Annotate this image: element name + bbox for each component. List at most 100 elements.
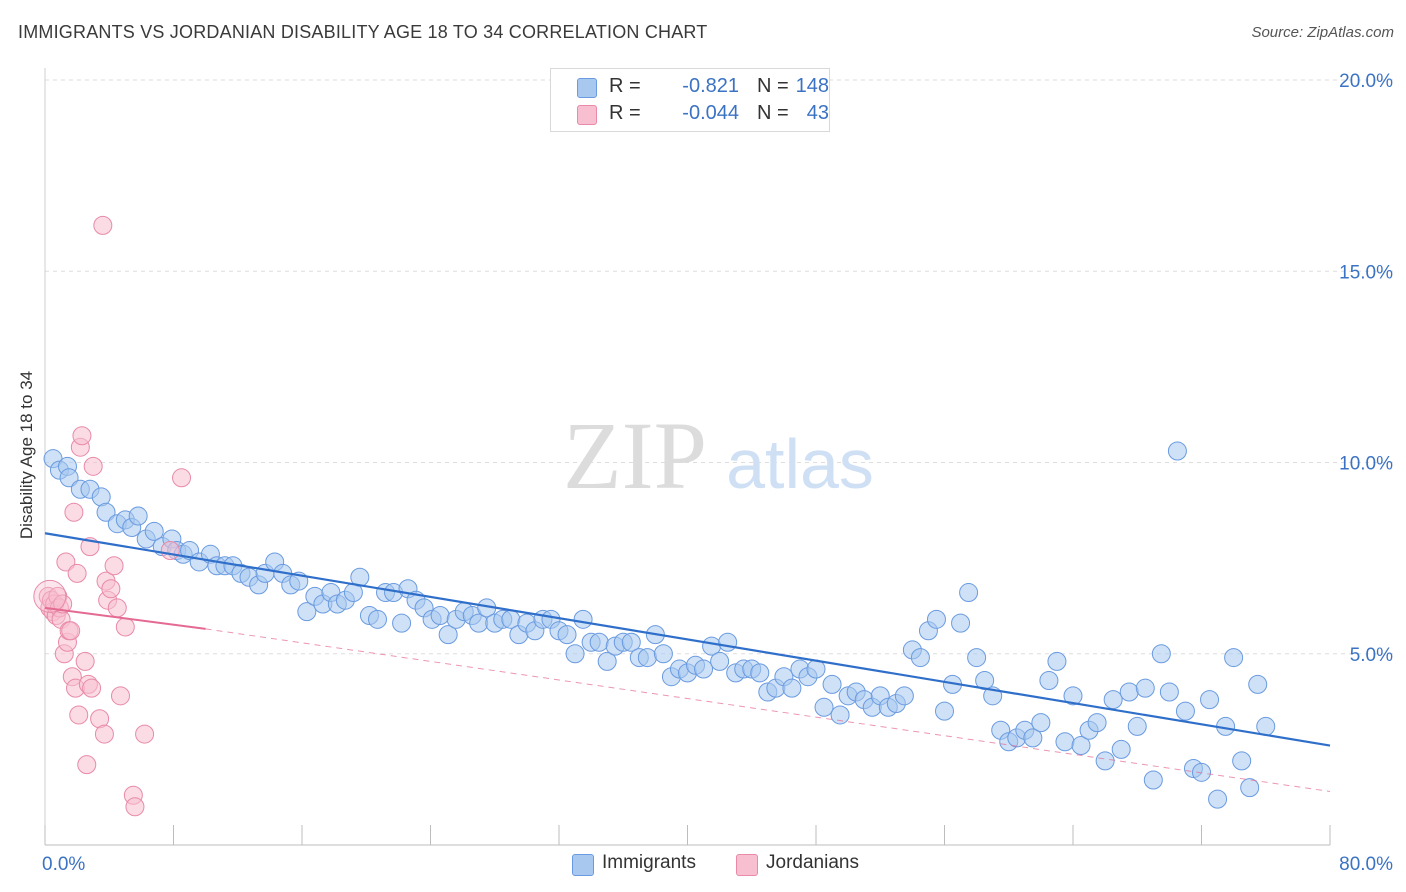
point-immigrants bbox=[96, 502, 116, 522]
legend-n-value: 43 bbox=[806, 102, 829, 124]
point-immigrants bbox=[935, 701, 954, 721]
point-immigrants bbox=[438, 625, 458, 645]
point-immigrants bbox=[1087, 713, 1107, 733]
point-immigrants bbox=[1127, 716, 1147, 736]
point-jordanians bbox=[115, 617, 135, 637]
point-immigrants bbox=[750, 663, 770, 683]
point-immigrants bbox=[1023, 728, 1043, 748]
watermark-atlas: atlas bbox=[726, 425, 874, 503]
point-immigrants bbox=[597, 651, 617, 671]
y-tick-label: 15.0% bbox=[1339, 262, 1393, 283]
point-immigrants bbox=[1111, 739, 1131, 759]
x-tick-label: 0.0% bbox=[42, 854, 85, 875]
trend-line-jordanians bbox=[44, 606, 206, 630]
point-immigrants bbox=[718, 632, 738, 652]
point-immigrants bbox=[1175, 701, 1195, 721]
point-immigrants bbox=[589, 632, 609, 652]
point-jordanians bbox=[67, 563, 87, 583]
point-immigrants bbox=[1208, 789, 1228, 809]
point-jordanians bbox=[160, 540, 180, 560]
point-immigrants bbox=[1071, 736, 1091, 756]
trend-line-jordanians-dashed bbox=[205, 628, 1331, 792]
point-immigrants bbox=[392, 613, 412, 633]
point-immigrants bbox=[1039, 671, 1059, 691]
legend-swatch-jordanians bbox=[577, 105, 597, 125]
watermark: ZIP atlas bbox=[563, 402, 874, 509]
point-immigrants bbox=[565, 644, 585, 664]
point-immigrants bbox=[1063, 686, 1083, 706]
point-immigrants bbox=[1256, 716, 1276, 736]
point-jordanians bbox=[94, 724, 114, 744]
bottom-legend-swatch-immigrants bbox=[572, 854, 594, 876]
chart-title: IMMIGRANTS VS JORDANIAN DISABILITY AGE 1… bbox=[18, 22, 708, 42]
point-immigrants bbox=[822, 674, 842, 694]
point-immigrants bbox=[1135, 678, 1155, 698]
point-immigrants bbox=[951, 613, 971, 633]
point-jordanians bbox=[107, 598, 127, 618]
point-immigrants bbox=[557, 625, 577, 645]
point-immigrants bbox=[430, 606, 450, 625]
y-tick-label: 5.0% bbox=[1350, 645, 1393, 666]
point-jordanians bbox=[56, 552, 76, 572]
trend-lines bbox=[44, 532, 1331, 792]
point-immigrants bbox=[621, 632, 641, 652]
point-jordanians bbox=[172, 468, 192, 488]
point-immigrants bbox=[128, 506, 148, 526]
point-jordanians bbox=[33, 579, 67, 613]
point-immigrants bbox=[959, 583, 979, 603]
point-immigrants bbox=[59, 468, 79, 488]
point-jordanians bbox=[101, 579, 121, 599]
point-immigrants bbox=[637, 648, 657, 668]
point-jordanians bbox=[64, 502, 84, 522]
point-jordanians bbox=[82, 678, 102, 698]
point-immigrants bbox=[967, 648, 987, 668]
point-jordanians bbox=[75, 651, 95, 671]
point-immigrants bbox=[1240, 778, 1260, 798]
point-immigrants bbox=[297, 602, 317, 622]
point-immigrants bbox=[814, 697, 834, 717]
point-jordanians bbox=[83, 456, 103, 476]
axes bbox=[44, 68, 1331, 846]
point-immigrants bbox=[926, 609, 946, 629]
watermark-zip: ZIP bbox=[563, 402, 707, 509]
point-jordanians bbox=[72, 426, 92, 446]
point-jordanians bbox=[104, 556, 124, 576]
point-jordanians bbox=[77, 755, 97, 775]
x-tick-label: 80.0% bbox=[1339, 854, 1393, 875]
bottom-legend-swatch-jordanians bbox=[736, 854, 758, 876]
point-jordanians bbox=[110, 686, 130, 706]
point-jordanians bbox=[125, 797, 145, 817]
bottom-legend-label-immigrants: Immigrants bbox=[602, 852, 696, 873]
point-immigrants bbox=[782, 678, 802, 698]
legend-n-label: N = bbox=[757, 75, 789, 97]
point-immigrants bbox=[1192, 762, 1211, 782]
point-immigrants bbox=[1159, 682, 1179, 702]
point-immigrants bbox=[653, 644, 673, 664]
point-immigrants bbox=[910, 648, 930, 668]
point-immigrants bbox=[573, 609, 593, 629]
point-immigrants bbox=[1031, 713, 1051, 733]
point-immigrants bbox=[1055, 732, 1075, 752]
point-immigrants bbox=[830, 705, 850, 725]
point-immigrants bbox=[144, 521, 164, 541]
legend-r-value: -0.044 bbox=[682, 102, 739, 124]
point-immigrants bbox=[1167, 441, 1187, 461]
point-immigrants bbox=[1151, 644, 1171, 664]
point-immigrants bbox=[1103, 690, 1123, 710]
legend-r-label: R = bbox=[609, 75, 641, 97]
point-immigrants bbox=[1224, 648, 1244, 668]
y-tick-label: 20.0% bbox=[1339, 71, 1393, 92]
legend-r-value: -0.821 bbox=[682, 75, 739, 97]
point-immigrants bbox=[694, 659, 714, 679]
point-immigrants bbox=[367, 609, 387, 629]
legend-r-label: R = bbox=[609, 102, 641, 124]
point-immigrants bbox=[1143, 770, 1163, 790]
point-jordanians bbox=[135, 724, 155, 744]
point-immigrants bbox=[894, 686, 914, 706]
point-jordanians bbox=[53, 594, 73, 614]
data-points bbox=[33, 215, 1276, 817]
point-immigrants bbox=[1232, 751, 1252, 771]
legend-n-label: N = bbox=[757, 102, 789, 124]
y-tick-label: 10.0% bbox=[1339, 454, 1393, 475]
point-immigrants bbox=[1248, 674, 1268, 694]
